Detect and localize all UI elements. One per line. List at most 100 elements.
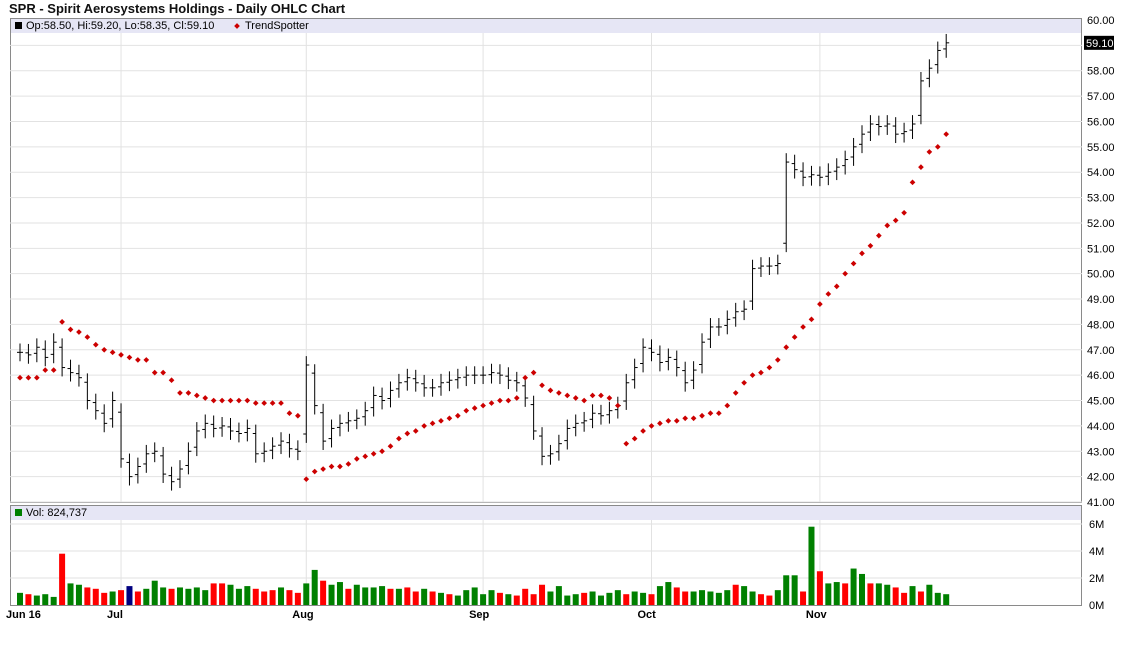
trendspotter-dot [716,410,722,417]
volume-bar [109,591,116,605]
volume-bar [75,584,82,605]
price-tick-label: 58.00 [1087,66,1115,78]
trendspotter-dot [404,430,411,437]
volume-bar [682,591,689,605]
volume-tick-label: 0M [1089,600,1104,612]
volume-bar [749,591,756,605]
volume-bar [118,590,125,605]
trendspotter-dot [623,440,630,447]
trendspotter-dot [311,468,318,475]
trendspotter-dot [412,428,419,434]
price-tick-label: 42.00 [1087,472,1115,484]
trendspotter-dot [387,443,394,450]
trendspotter-dot [724,402,731,409]
trendspotter-dot [151,369,158,376]
volume-bar [606,592,613,605]
volume-bar [345,588,352,605]
trendspotter-dot [673,417,680,424]
trendspotter-dot [210,397,217,404]
trendspotter-dot [185,390,192,396]
volume-bar [261,591,268,605]
volume-bar [269,590,276,605]
trendspotter-dot [800,324,806,330]
volume-bar [151,580,158,605]
x-tick-label: Oct [638,609,657,621]
trendspotter-dot [67,326,74,333]
volume-bar [539,584,546,605]
volume-bar [25,594,32,605]
volume-bar [395,588,402,605]
trendspotter-dot [833,283,840,290]
volume-bar [59,553,66,605]
volume-bar [294,592,301,605]
volume-bar [17,592,23,605]
volume-bar [572,594,579,605]
volume-bar [84,587,91,605]
trendspotter-dot [25,374,32,381]
volume-bar [707,591,714,605]
trendspotter-dot [118,352,124,358]
volume-bar [597,595,604,605]
trendspotter-dot [42,367,49,373]
volume-bar [202,590,209,605]
trendspotter-dot [471,405,478,411]
price-tick-label: 49.00 [1087,294,1115,306]
trendspotter-dot [101,346,108,353]
volume-bar [160,587,167,605]
trendspotter-dot [547,387,554,394]
trendspotter-dot [337,463,343,470]
x-tick-label: Aug [292,609,313,621]
trendspotter-dot [328,463,335,470]
trendspotter-dot [918,164,924,170]
trendspotter-dot [598,392,604,399]
trendspotter-dot [269,400,276,406]
price-tick-label: 57.00 [1087,91,1115,103]
trendspotter-dot [934,144,941,150]
trendspotter-dot [455,412,461,419]
volume-bar [766,595,773,605]
chart-title: SPR - Spirit Aerosystems Holdings - Dail… [9,1,346,16]
volume-bar [917,591,924,605]
volume-bar [522,588,529,605]
trendspotter-dot [884,222,891,229]
volume-bar [193,587,200,605]
volume-label: Vol: 824,737 [26,507,88,519]
price-tick-label: 41.00 [1087,497,1115,509]
trendspotter-dot [808,316,815,323]
trendspotter-dot [261,400,268,406]
volume-bar [50,596,57,605]
trendspotter-dot [59,319,65,325]
volume-bar [833,582,840,605]
price-legend: Op:58.50, Hi:59.20, Lo:58.35, Cl:59.10 T… [11,19,1081,33]
volume-bar [176,587,183,605]
trendspotter-dot [286,410,293,417]
volume-bar [732,584,739,605]
trendspotter-dot [84,334,91,340]
trendspotter-dot [690,415,697,422]
volume-bar [673,587,680,605]
volume-bar [800,591,807,605]
trendspotter-dot [732,390,739,396]
volume-bar [278,587,285,605]
ohlc-legend-item: Op:58.50, Hi:59.20, Lo:58.35, Cl:59.10 [15,19,214,33]
price-tick-label: 60.00 [1087,15,1115,27]
price-tick-label: 43.00 [1087,446,1115,458]
price-panel: Op:58.50, Hi:59.20, Lo:58.35, Cl:59.10 T… [10,18,1082,503]
volume-bar [757,594,764,605]
volume-bar [648,594,655,605]
volume-bar [741,586,748,605]
trendspotter-dot [909,179,916,186]
volume-bar [850,568,857,605]
trendspotter-dot [320,466,326,472]
trendspotter-dot [252,400,259,406]
price-tick-label: 54.00 [1087,167,1115,179]
trendspotter-dot [850,260,857,267]
trendspotter-dot [177,390,183,396]
trendspotter-dot [379,448,385,455]
volume-bar [379,586,386,605]
price-tick-label: 56.00 [1087,116,1115,128]
trendspotter-dot [901,209,907,216]
volume-bar [791,575,798,605]
trendspotter-dot [76,329,82,335]
trendspotter-dot [892,217,899,224]
